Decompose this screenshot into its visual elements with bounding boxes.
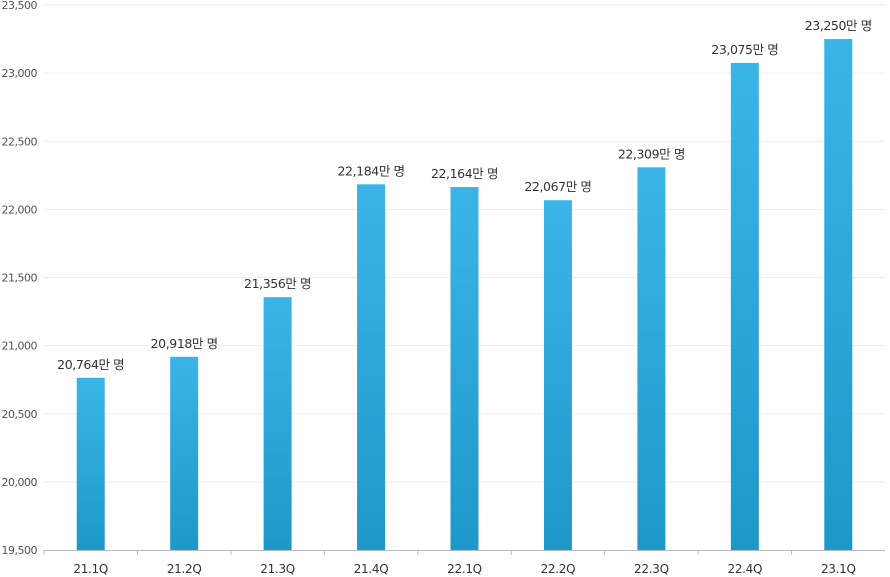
y-tick-label: 23,500 xyxy=(2,0,38,12)
bars xyxy=(76,39,853,550)
bar xyxy=(543,200,572,550)
data-label: 23,250만 명 xyxy=(805,18,872,33)
data-labels: 20,764만 명 20,918만 명 21,356만 명 22,184만 명 22,1… xyxy=(57,18,872,372)
bar xyxy=(450,187,479,550)
y-tick-label: 22,000 xyxy=(2,203,38,216)
bar xyxy=(637,167,666,550)
y-tick-label: 21,500 xyxy=(2,272,38,285)
bar xyxy=(824,39,853,550)
x-tick-label: 22.4Q xyxy=(727,562,762,576)
x-tick-label: 22.1Q xyxy=(447,562,482,576)
x-tick-label: 21.3Q xyxy=(260,562,295,576)
x-axis xyxy=(43,550,885,555)
x-axis-ticks: 21.1Q 21.2Q 21.3Q 21.4Q 22.1Q 22.2Q 22.3Q 22.4Q… xyxy=(73,562,856,576)
x-tick-label: 22.2Q xyxy=(541,562,576,576)
bar xyxy=(730,62,759,550)
data-label: 22,067만 명 xyxy=(524,179,591,194)
data-label: 22,164만 명 xyxy=(431,166,498,181)
bar xyxy=(76,377,105,550)
x-tick-label: 23.1Q xyxy=(821,562,856,576)
y-tick-label: 21,000 xyxy=(2,340,38,353)
y-axis-ticks: 19,500 20,000 20,500 21,000 21,500 22,000 22,5… xyxy=(2,0,38,557)
y-tick-label: 23,000 xyxy=(2,67,38,80)
data-label: 21,356만 명 xyxy=(244,276,311,291)
y-tick-label: 22,500 xyxy=(2,135,38,148)
bar xyxy=(357,184,386,550)
y-tick-label: 20,500 xyxy=(2,408,38,421)
data-label: 23,075만 명 xyxy=(711,42,778,57)
x-tick-label: 21.2Q xyxy=(167,562,202,576)
x-tick-label: 22.3Q xyxy=(634,562,669,576)
x-tick-label: 21.1Q xyxy=(73,562,108,576)
bar xyxy=(263,297,292,550)
data-label: 20,764만 명 xyxy=(57,357,124,372)
data-label: 22,184만 명 xyxy=(337,163,404,178)
y-tick-label: 19,500 xyxy=(2,544,38,557)
bar xyxy=(170,356,199,550)
data-label: 22,309만 명 xyxy=(618,146,685,161)
y-tick-label: 20,000 xyxy=(2,476,38,489)
x-tick-label: 21.4Q xyxy=(354,562,389,576)
data-label: 20,918만 명 xyxy=(151,336,218,351)
